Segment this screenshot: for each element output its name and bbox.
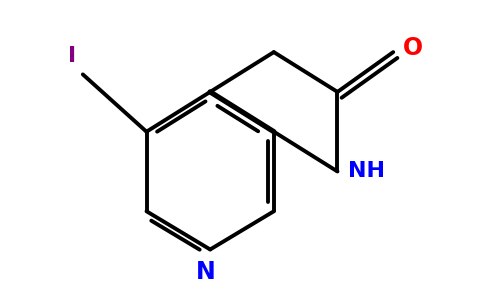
Text: NH: NH — [348, 161, 385, 182]
Text: O: O — [403, 36, 423, 60]
Text: I: I — [68, 46, 76, 66]
Text: N: N — [197, 260, 216, 284]
